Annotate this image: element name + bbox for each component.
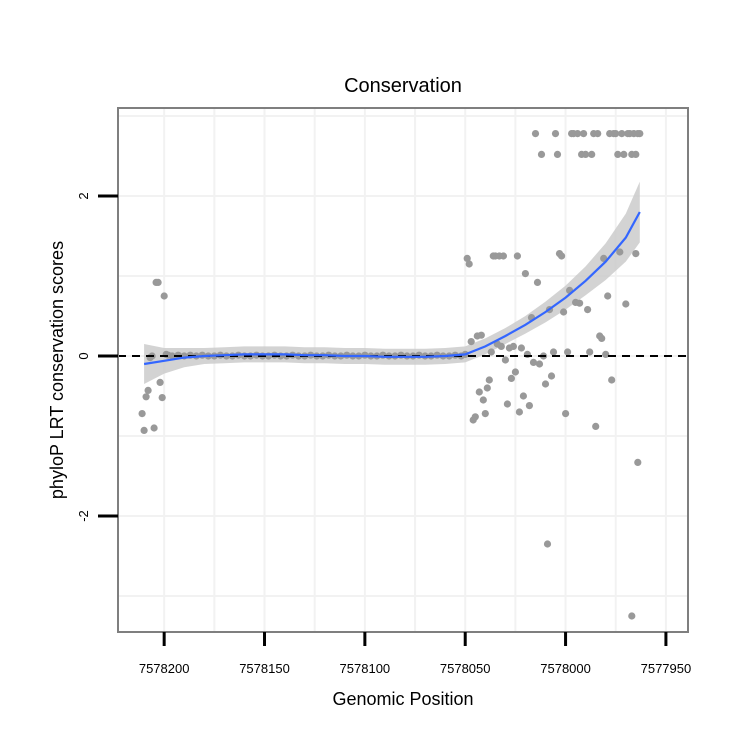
data-point <box>515 408 524 416</box>
data-point <box>513 252 522 260</box>
data-point <box>632 150 640 158</box>
data-point <box>533 278 542 286</box>
y-tick-label: 2 <box>76 192 91 199</box>
data-point <box>602 350 610 358</box>
data-point <box>541 380 550 388</box>
data-point <box>574 130 582 138</box>
data-point <box>608 376 616 384</box>
chart-title: Conservation <box>344 75 462 97</box>
data-point <box>142 393 150 401</box>
plot-frame <box>117 107 689 633</box>
data-point <box>154 278 162 286</box>
data-point <box>586 348 594 356</box>
data-point <box>620 150 628 158</box>
data-point <box>584 306 592 314</box>
data-point <box>521 270 530 278</box>
data-point <box>168 352 176 360</box>
smooth-trend-line <box>143 211 641 366</box>
data-point <box>553 150 562 158</box>
data-point <box>150 424 158 432</box>
x-axis-label: Genomic Position <box>332 689 473 709</box>
data-point <box>138 410 146 418</box>
data-point <box>535 360 544 368</box>
y-tick-label: -2 <box>76 510 91 522</box>
x-tick-label: 7578150 <box>239 661 290 676</box>
x-tick-label: 7578100 <box>340 661 391 676</box>
data-points <box>138 130 644 620</box>
data-point <box>160 292 168 300</box>
data-point <box>622 300 630 308</box>
data-point <box>156 378 164 386</box>
data-point <box>509 342 517 350</box>
y-axis-label: phyloP LRT conservation scores <box>47 241 67 499</box>
data-point <box>471 413 479 421</box>
data-point <box>612 130 620 138</box>
data-point <box>543 540 552 548</box>
data-point <box>604 292 612 300</box>
data-point <box>618 130 626 138</box>
data-point <box>483 384 491 392</box>
x-axis: 7578200 7578150 7578100 7578050 7578000 75779… <box>139 632 691 676</box>
data-point <box>551 130 560 138</box>
data-point <box>517 344 526 352</box>
x-tick-label: 7577950 <box>641 661 692 676</box>
data-point <box>580 130 588 138</box>
data-point <box>529 358 538 366</box>
x-tick-label: 7578050 <box>440 661 491 676</box>
data-point <box>616 248 624 256</box>
data-point <box>614 150 622 158</box>
data-point <box>463 254 471 262</box>
data-point <box>501 356 509 364</box>
data-point <box>582 150 590 158</box>
data-point <box>485 376 493 384</box>
data-point <box>479 396 487 404</box>
data-point <box>525 402 534 410</box>
data-point <box>537 150 546 158</box>
data-point <box>519 392 528 400</box>
data-point <box>497 342 505 350</box>
data-point <box>588 150 596 158</box>
data-point <box>564 348 572 356</box>
data-point <box>465 260 473 268</box>
data-point <box>632 250 640 258</box>
data-point <box>598 334 606 342</box>
data-point <box>576 299 584 307</box>
grid-lines <box>118 108 688 632</box>
confidence-ribbon <box>144 181 640 384</box>
data-point <box>503 400 511 408</box>
y-axis: -2 0 2 <box>76 192 118 522</box>
data-point <box>140 426 148 434</box>
data-point <box>628 612 636 620</box>
data-point <box>511 368 519 376</box>
data-point <box>144 386 152 394</box>
data-point <box>558 252 566 260</box>
data-point <box>592 422 600 430</box>
data-point <box>499 252 507 260</box>
data-point <box>634 458 642 466</box>
x-tick-label: 7578000 <box>540 661 591 676</box>
data-point <box>547 372 556 380</box>
data-point <box>477 331 485 339</box>
data-point <box>158 394 166 402</box>
x-tick-label: 7578200 <box>139 661 190 676</box>
y-tick-label: 0 <box>76 352 91 359</box>
plot-panel <box>118 108 688 632</box>
data-point <box>467 338 475 346</box>
data-point <box>636 130 644 138</box>
data-point <box>531 130 540 138</box>
data-point <box>549 348 558 356</box>
data-point <box>507 374 515 382</box>
data-point <box>562 410 570 418</box>
data-point <box>487 348 495 356</box>
data-point <box>594 130 602 138</box>
data-point <box>560 308 568 316</box>
data-point <box>481 410 489 418</box>
data-point <box>475 388 483 396</box>
